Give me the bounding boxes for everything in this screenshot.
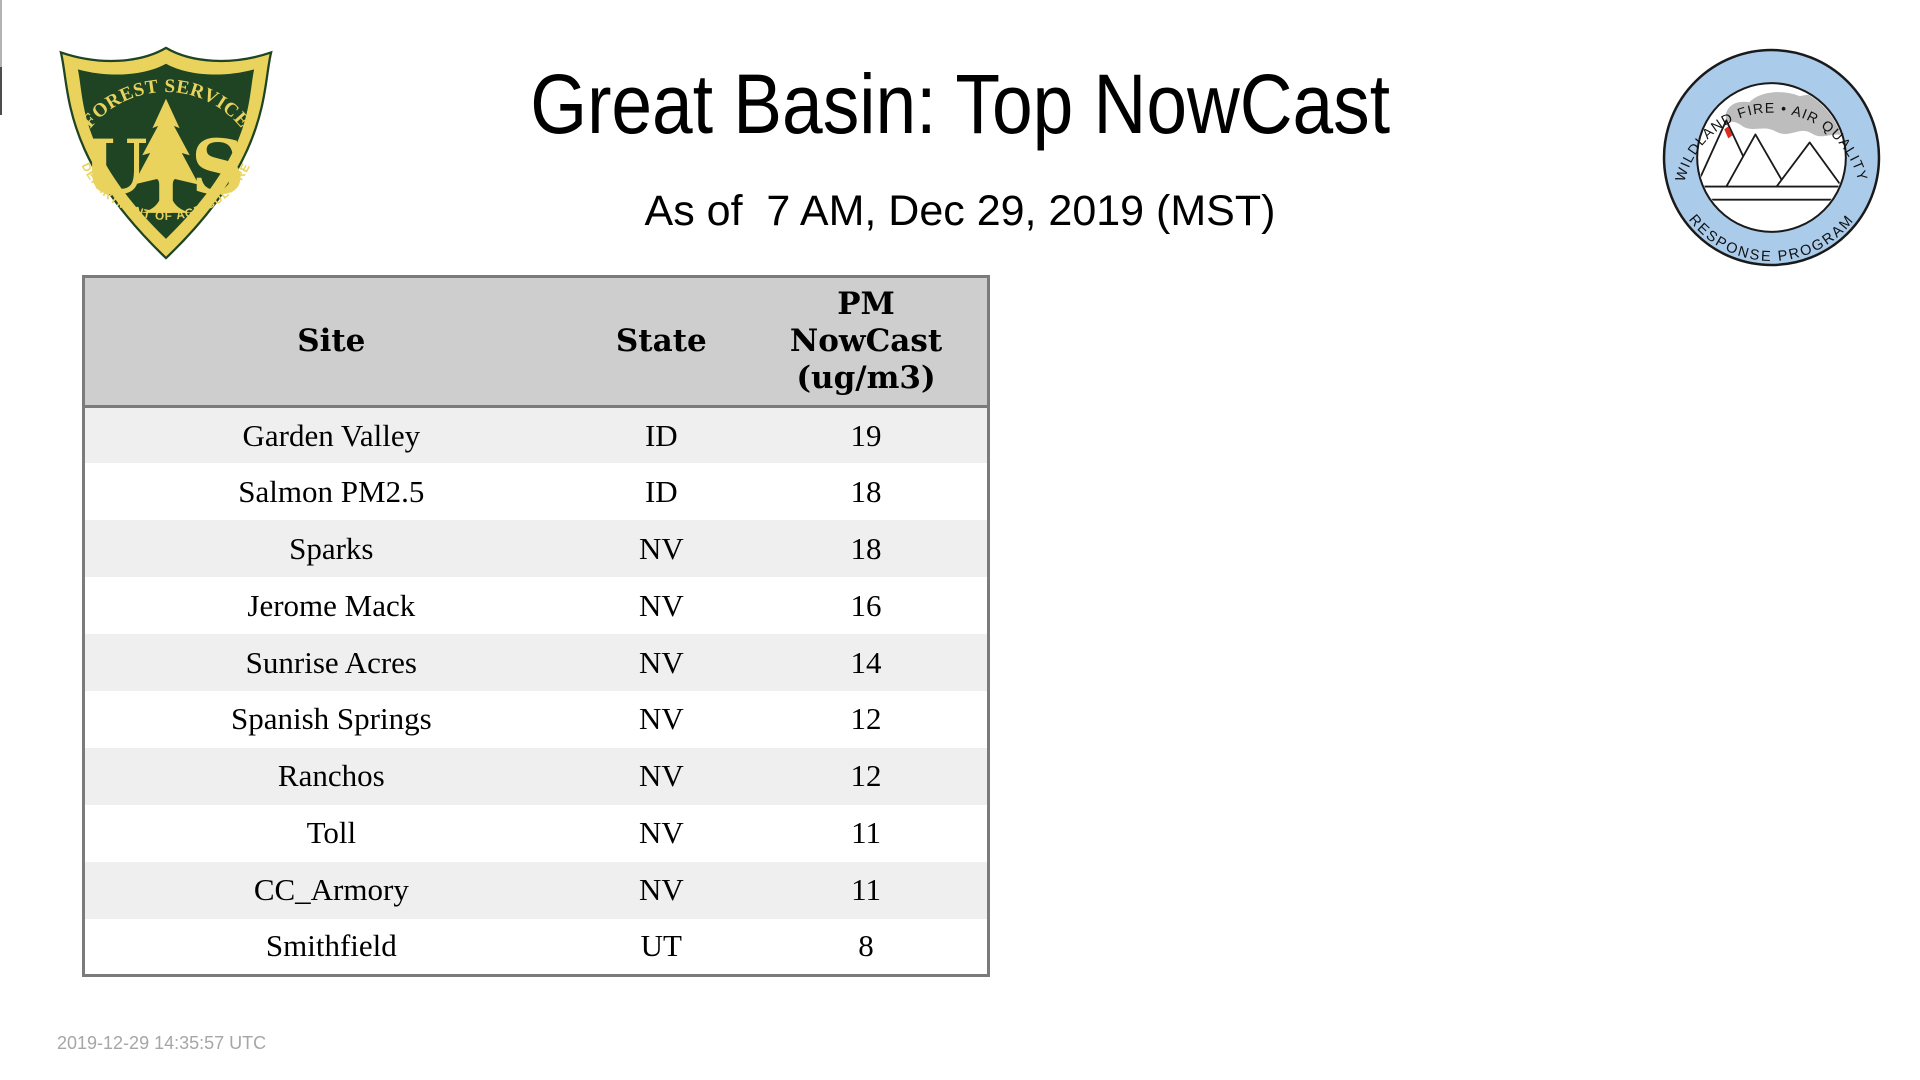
table-row: Sparks NV 18 xyxy=(83,520,989,578)
column-header-pm-nowcast: PM NowCast (ug/m3) xyxy=(789,286,943,396)
generated-timestamp: 2019-12-29 14:35:57 UTC xyxy=(57,1033,267,1053)
window-edge-artifact-dark xyxy=(0,67,2,115)
state-cell: NV xyxy=(638,644,684,680)
usfs-logo: FOREST SERVICE U S DEPARTMENT OF AGRICUL… xyxy=(59,46,273,260)
state-cell: ID xyxy=(644,417,678,453)
site-cell: Sparks xyxy=(289,530,374,566)
site-cell: Jerome Mack xyxy=(247,587,416,623)
table-row: Garden Valley ID 19 xyxy=(83,406,989,464)
usfs-tree-icon xyxy=(133,98,199,213)
site-cell: Toll xyxy=(306,815,357,851)
site-cell: Smithfield xyxy=(265,928,397,964)
site-cell: Salmon PM2.5 xyxy=(238,473,425,509)
table-row: Spanish Springs NV 12 xyxy=(83,690,989,748)
state-cell: NV xyxy=(638,587,684,623)
value-cell: 18 xyxy=(850,473,882,509)
smoke-plume-icon xyxy=(1725,92,1845,138)
table-row: Toll NV 11 xyxy=(83,804,989,862)
site-cell: CC_Armory xyxy=(253,872,409,908)
value-cell: 14 xyxy=(850,644,882,680)
table-row: Ranchos NV 12 xyxy=(83,747,989,805)
value-cell: 12 xyxy=(850,701,882,737)
nowcast-table: Site State PM NowCast (ug/m3) Garden Val… xyxy=(82,275,990,977)
site-cell: Ranchos xyxy=(277,758,385,794)
state-cell: NV xyxy=(638,758,684,794)
value-cell: 19 xyxy=(850,417,882,453)
table-row: Sunrise Acres NV 14 xyxy=(83,634,989,691)
usfs-letter-u: U xyxy=(83,124,148,212)
value-cell: 11 xyxy=(851,815,881,851)
column-header-site: Site xyxy=(297,323,366,359)
value-cell: 8 xyxy=(858,928,874,964)
site-cell: Sunrise Acres xyxy=(245,644,417,680)
state-cell: UT xyxy=(640,928,682,964)
site-cell: Garden Valley xyxy=(242,417,421,453)
site-cell: Spanish Springs xyxy=(230,701,432,737)
state-cell: NV xyxy=(638,701,684,737)
table-row: Jerome Mack NV 16 xyxy=(83,577,989,635)
fire-mark-icon xyxy=(1724,126,1733,139)
state-cell: ID xyxy=(644,473,678,509)
table-body: Garden Valley ID 19 Salmon PM2.5 ID 18 S… xyxy=(83,406,989,976)
usfs-letter-s: S xyxy=(191,124,245,212)
state-cell: NV xyxy=(638,530,684,566)
table-row: CC_Armory NV 11 xyxy=(83,861,989,919)
wfaqrp-logo: WILDLAND FIRE • AIR QUALITY RESPONSE PRO… xyxy=(1662,48,1881,267)
state-cell: NV xyxy=(638,872,684,908)
window-edge-artifact xyxy=(0,0,2,67)
table-row: Salmon PM2.5 ID 18 xyxy=(83,463,989,521)
value-cell: 12 xyxy=(850,758,882,794)
table-header: Site State PM NowCast (ug/m3) xyxy=(83,276,989,407)
value-cell: 16 xyxy=(850,587,882,623)
page-subtitle: As of 7 AM, Dec 29, 2019 (MST) xyxy=(644,187,1276,235)
column-header-state: State xyxy=(615,323,707,359)
page-title: Great Basin: Top NowCast xyxy=(530,57,1390,151)
value-cell: 11 xyxy=(851,872,881,908)
state-cell: NV xyxy=(638,815,684,851)
table-row: Smithfield UT 8 xyxy=(83,918,989,976)
value-cell: 18 xyxy=(850,530,882,566)
